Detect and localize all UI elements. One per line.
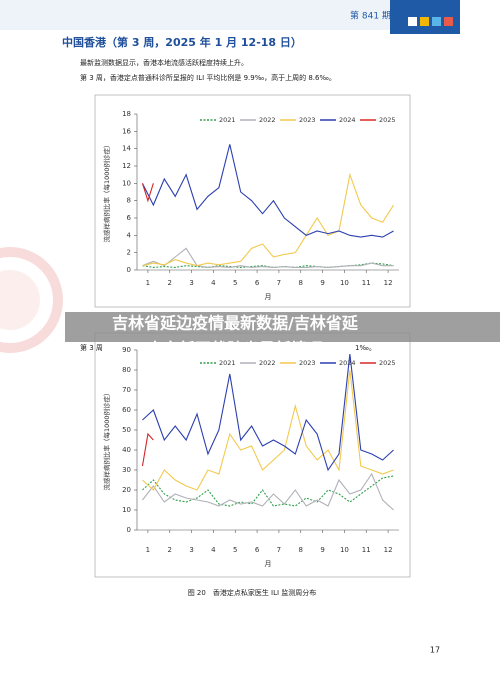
y-axis-label: 流感样病例比率（每1000例诊症） [102,389,111,490]
y-tick-label: 18 [122,110,131,118]
x-tick-label: 9 [320,546,324,554]
page-number: 17 [430,646,440,655]
y-tick-label: 0 [127,266,131,274]
x-tick-label: 1 [146,279,150,287]
y-tick-label: 50 [122,426,131,434]
y-tick-label: 8 [127,197,131,205]
y-tick-label: 4 [127,231,132,239]
x-tick-label: 9 [320,279,324,287]
legend-label: 2022 [259,359,276,367]
banner-text: 吉市新冠状肺炎最新情况 [147,340,323,359]
icon [408,17,417,26]
x-tick-label: 10 [340,546,349,554]
decoration [0,247,63,353]
legend-label: 2024 [339,116,356,124]
y-tick-label: 80 [122,366,131,374]
caption: 图 20 香港定点私家医生 ILI 监测周分布 [188,588,317,597]
paragraph: 第 3 周 [80,343,103,352]
legend-label: 2023 [299,116,316,124]
y-tick-label: 16 [122,127,131,135]
x-axis-label: 月 [265,293,272,301]
decoration [0,270,40,330]
icon [420,17,429,26]
series-line [142,353,394,472]
x-tick-label: 11 [362,279,371,287]
y-tick-label: 40 [122,446,131,454]
series-line [141,183,154,203]
y-tick-label: 90 [122,346,131,354]
y-tick-label: 2 [127,249,131,257]
x-tick-label: 3 [189,279,193,287]
legend-label: 2021 [219,116,236,124]
section-title: 中国香港（第 3 周，2025 年 1 月 12-18 日） [62,35,302,49]
x-tick-label: 7 [277,546,281,554]
y-tick-label: 20 [122,486,131,494]
chart-frame [94,332,411,578]
series-line [142,172,395,267]
series-line [142,247,394,268]
y-tick-label: 12 [122,162,131,170]
series-line [141,432,154,467]
chart-frame [94,94,411,308]
y-tick-label: 14 [122,145,131,153]
icon [444,17,453,26]
x-tick-label: 12 [384,546,393,554]
y-tick-label: 10 [122,179,131,187]
x-tick-label: 5 [233,546,237,554]
header-band [0,0,390,30]
series-line [142,472,394,511]
legend-label: 2025 [379,116,396,124]
paragraph: 最新监测数据显示，香港本地流感活跃程度持续上升。 [80,58,248,67]
icon [432,17,441,26]
x-tick-label: 10 [340,279,349,287]
legend-label: 2023 [299,359,316,367]
x-tick-label: 2 [168,546,172,554]
x-tick-label: 8 [299,546,303,554]
legend-label: 2022 [259,116,276,124]
banner-text: 吉林省延边疫情最新数据/吉林省延 [112,314,359,333]
x-tick-label: 8 [299,279,303,287]
y-axis-label: 流感样病例比率（每1000例诊症） [102,141,111,242]
y-tick-label: 6 [127,214,132,222]
x-tick-label: 4 [211,546,216,554]
y-tick-label: 70 [122,386,131,394]
x-tick-label: 7 [277,279,281,287]
x-tick-label: 6 [255,279,260,287]
x-tick-label: 12 [384,279,393,287]
x-tick-label: 2 [168,279,172,287]
legend-label: 2025 [379,359,396,367]
issue: 第 841 期 [350,10,391,22]
y-tick-label: 10 [122,506,131,514]
x-tick-label: 6 [255,546,260,554]
legend-label: 2024 [339,359,356,367]
x-tick-label: 11 [362,546,371,554]
paragraph: 第 3 周，香港定点普通科诊所呈报的 ILI 平均比例是 9.9‰，高于上周的 … [80,73,336,82]
paragraph: 1‰。 [355,344,376,352]
series-line [141,144,394,238]
legend-label: 2021 [219,359,236,367]
series-line [142,475,394,507]
banner [65,312,500,342]
x-axis-label: 月 [265,560,272,568]
x-tick-label: 4 [211,279,216,287]
series-line [142,369,394,491]
x-tick-label: 5 [233,279,237,287]
y-tick-label: 30 [122,466,131,474]
x-tick-label: 1 [146,546,150,554]
y-tick-label: 60 [122,406,131,414]
y-tick-label: 0 [127,526,131,534]
x-tick-label: 3 [189,546,193,554]
